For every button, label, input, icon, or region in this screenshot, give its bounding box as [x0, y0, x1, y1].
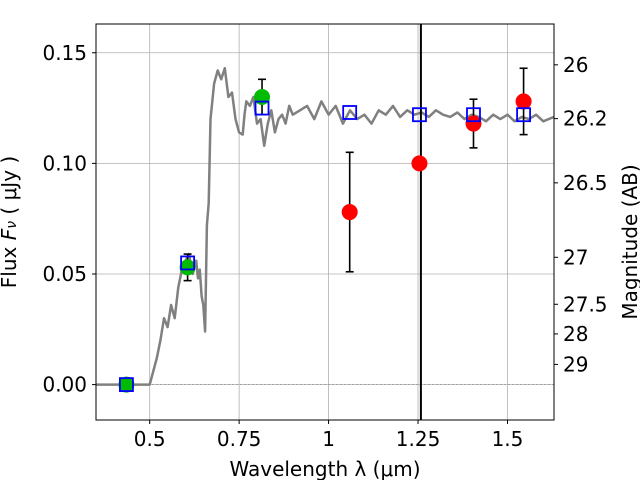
red-detections: [341, 93, 532, 221]
model-square: [412, 107, 427, 123]
x-tick-label: 1.25: [396, 427, 441, 451]
y-axis-label-suffix: ( μJy ): [0, 156, 21, 221]
red-point: [341, 204, 358, 221]
right-tick-label: 27: [563, 245, 588, 269]
plot-frame: [95, 23, 555, 421]
x-axis-label: Wavelength λ (μm): [229, 457, 420, 480]
right-tick-label: 28: [563, 322, 588, 346]
model-square: [119, 377, 134, 393]
y-axis-label-symbol: F: [0, 228, 21, 240]
model-fluxes: [119, 100, 531, 393]
y-axis-label-prefix: Flux: [0, 240, 21, 288]
model-square: [254, 100, 270, 116]
right-tick-label: 27.5: [563, 292, 608, 316]
right-tick-label: 26: [563, 53, 588, 77]
x-tick-label: 1.5: [492, 427, 524, 451]
model-square: [180, 255, 196, 271]
green-point: [118, 376, 135, 393]
y-tick-label: 0.10: [42, 151, 87, 175]
y-axis-label: Flux Fν ( μJy ): [0, 156, 21, 288]
right-axis-label: Magnitude (AB): [618, 164, 640, 319]
right-tick-label: 26.5: [563, 171, 608, 195]
right-axis-ticks: 26 26.2 26.5 27 27.5 28 29: [554, 53, 608, 376]
red-point: [465, 115, 482, 132]
model-square: [516, 107, 531, 123]
x-tick-label: 0.75: [217, 427, 262, 451]
green-point: [179, 259, 196, 276]
model-square: [466, 107, 481, 123]
right-tick-label: 29: [563, 352, 588, 376]
x-tick-label: 1: [322, 427, 335, 451]
model-square: [342, 105, 358, 120]
y-axis-label-subscript: ν: [4, 221, 20, 229]
right-tick-label: 26.2: [563, 107, 608, 131]
y-tick-label: 0.00: [42, 373, 87, 397]
red-point: [515, 93, 532, 110]
y-tick-label: 0.05: [42, 262, 87, 286]
y-tick-label: 0.15: [42, 41, 87, 65]
red-point: [411, 155, 428, 172]
x-axis-ticks: 0.5 0.75 1 1.25 1.5: [134, 420, 524, 451]
x-tick-label: 0.5: [134, 427, 166, 451]
y-axis-ticks: 0.00 0.05 0.10 0.15: [42, 41, 96, 397]
